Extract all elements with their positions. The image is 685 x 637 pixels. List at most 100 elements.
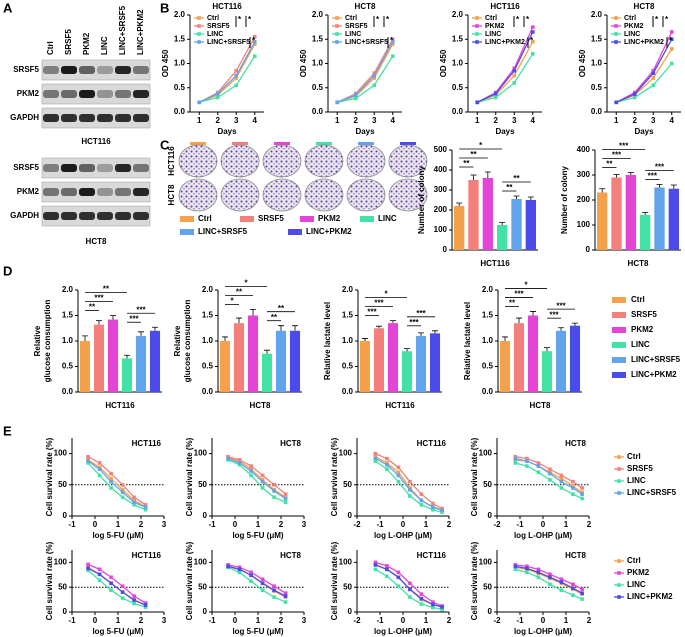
significance-label: * — [384, 290, 388, 299]
y-tick-label: 1.5 — [174, 34, 186, 43]
error-bar — [670, 184, 677, 189]
data-point — [109, 471, 113, 476]
y-tick-label: 1.0 — [62, 336, 74, 345]
error-bar — [502, 336, 508, 341]
legend-label: PKM2 — [627, 568, 650, 577]
significance-label: *** — [514, 290, 524, 299]
bar — [668, 188, 679, 250]
y-tick-label: 50 — [483, 582, 492, 591]
y-tick-label: 0.5 — [482, 362, 494, 371]
legend-marker — [197, 24, 201, 28]
x-axis-label: log L-OHP (μM) — [374, 531, 432, 540]
blot-band — [61, 66, 77, 74]
significance-label: * — [516, 15, 520, 24]
legend-label: LINC — [627, 476, 646, 485]
blot-row-label: SRSF5 — [13, 65, 39, 74]
legend-label: LINC — [631, 340, 650, 349]
bar — [401, 351, 413, 392]
y-axis-label: Cell survival rate (%) — [45, 437, 54, 516]
data-point — [120, 495, 125, 500]
x-tick-label: 3 — [234, 116, 239, 125]
significance-label: * — [386, 15, 390, 24]
series-line — [337, 55, 394, 103]
significance-label: *** — [655, 163, 665, 172]
data-point — [493, 95, 498, 100]
bar — [611, 177, 622, 250]
blot-band — [43, 114, 59, 122]
data-point — [372, 76, 377, 80]
y-tick-label: 0.0 — [342, 387, 354, 396]
group-dash — [232, 142, 248, 145]
y-tick-label: 1.5 — [452, 34, 464, 43]
legend-marker — [617, 467, 621, 471]
x-tick-label: -2 — [353, 520, 361, 529]
data-point — [234, 68, 239, 73]
x-tick-label: 3 — [302, 616, 307, 625]
y-tick-label: 1.0 — [174, 59, 186, 68]
y-tick-label: 1.5 — [591, 34, 603, 43]
y-tick-label: 0 — [443, 245, 448, 254]
data-point — [143, 505, 148, 510]
data-point — [143, 507, 148, 512]
y-axis-label: OD 450 — [299, 49, 308, 77]
data-point — [249, 469, 253, 473]
y-tick-label: 50 — [343, 480, 352, 489]
data-point — [237, 565, 242, 570]
colony-well — [220, 178, 260, 212]
significance-label: * — [238, 15, 242, 24]
y-tick-label: 2.0 — [202, 285, 214, 294]
y-tick-label: 0 — [488, 607, 493, 616]
series-line — [227, 566, 286, 603]
x-tick-label: 0 — [233, 520, 238, 529]
error-bar — [376, 325, 382, 329]
blot-caption: HCT116 — [81, 137, 111, 146]
data-point — [440, 605, 444, 609]
data-point — [97, 473, 102, 478]
data-point — [132, 594, 136, 598]
data-point — [272, 595, 276, 599]
data-point — [132, 502, 136, 507]
x-tick-label: 0 — [401, 616, 406, 625]
y-tick-label: 1.5 — [62, 311, 74, 320]
legend-label: Ctrl — [624, 15, 636, 22]
y-tick-label: 2.0 — [62, 285, 74, 294]
y-tick-label: 100 — [54, 449, 68, 458]
colony-well — [346, 178, 386, 212]
bar — [513, 323, 525, 392]
series-line — [477, 53, 534, 103]
error-bar — [404, 348, 410, 352]
data-point — [260, 581, 265, 586]
significance-label: *** — [129, 314, 139, 323]
blot-band — [97, 66, 113, 74]
y-tick-label: 0 — [63, 607, 68, 616]
significance-label: * — [252, 36, 256, 45]
legend-marker — [617, 583, 621, 587]
bar — [247, 315, 259, 392]
significance-label: ** — [509, 299, 516, 308]
x-tick-label: 3 — [372, 116, 377, 125]
data-point — [431, 505, 435, 510]
legend-label: LINC+SRSF5 — [207, 39, 250, 46]
significance-label: ** — [103, 285, 110, 294]
legend-label: LINC — [378, 214, 397, 223]
y-tick-label: 0.5 — [202, 362, 214, 371]
legend-marker — [475, 24, 479, 28]
legend-marker — [335, 40, 339, 44]
legend-label: LINC+PKM2 — [624, 39, 664, 46]
y-tick-label: 0.0 — [174, 107, 186, 116]
legend-marker — [614, 24, 618, 28]
x-tick-label: 1 — [475, 116, 480, 125]
colony-well — [262, 178, 302, 212]
legend-label: LINC+SRSF5 — [627, 488, 677, 497]
colony-row-label: HCT116 — [167, 146, 176, 176]
y-tick-label: 100 — [479, 449, 493, 458]
y-tick-label: 50 — [58, 582, 67, 591]
chart-title: HCT8 — [634, 2, 655, 11]
x-tick-label: 3 — [651, 116, 656, 125]
data-point — [372, 71, 377, 75]
legend-label: SRSF5 — [345, 23, 368, 30]
panel-label: D — [3, 263, 12, 278]
data-point — [536, 461, 541, 465]
data-point — [249, 473, 253, 478]
data-point — [283, 500, 288, 505]
